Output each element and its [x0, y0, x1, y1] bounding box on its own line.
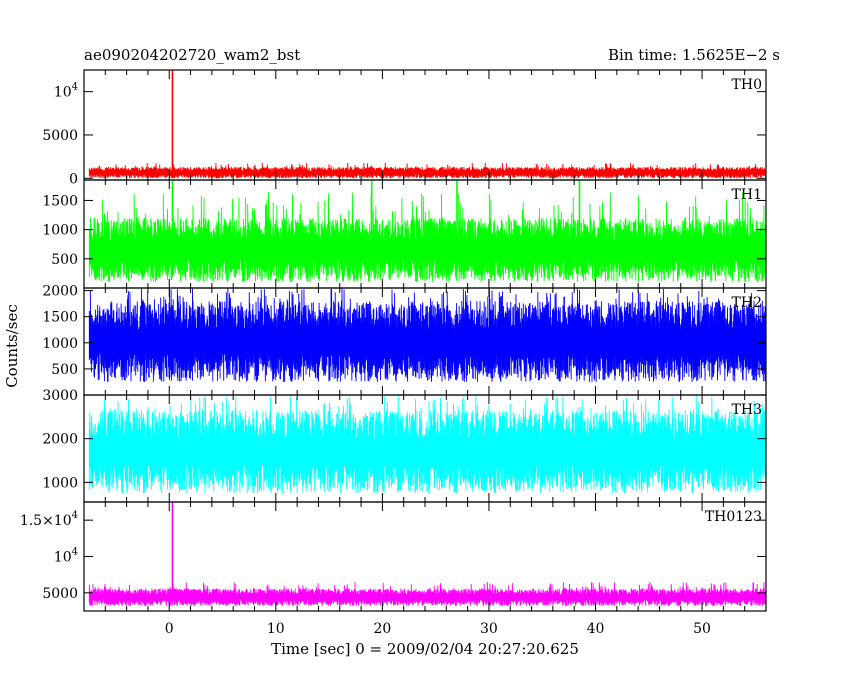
x-axis-label: Time [sec] 0 = 2009/02/04 20:27:20.625	[271, 640, 579, 658]
y-tick-label: 0	[69, 171, 78, 187]
y-axis-label: Counts/sec	[3, 304, 21, 388]
panel-th3: 1000 2000 3000 TH3	[42, 388, 767, 503]
series-line-th3	[88, 395, 766, 494]
panel-th2: 500 1000 1500 2000 TH2	[42, 284, 767, 396]
y-tick-label: 104	[54, 82, 78, 101]
x-tick-label: 10	[267, 621, 285, 637]
panel-th1: 500 1000 1500 TH1	[42, 179, 767, 289]
y-tick-label: 2000	[42, 432, 78, 448]
panel-label-th3: TH3	[732, 402, 762, 418]
y-tick-label: 1000	[42, 336, 78, 352]
panel-label-th2: TH2	[732, 295, 762, 311]
series-line-th0	[88, 162, 766, 179]
panel-th0123: 5000 104 1.5×104 TH0123	[20, 501, 767, 612]
y-tick-label: 1.5×104	[20, 510, 78, 529]
y-tick-label: 1000	[42, 475, 78, 491]
chart-title: ae090204202720_wam2_bst	[84, 46, 300, 64]
y-tick-label: 1500	[42, 193, 78, 209]
panel-label-th0: TH0	[732, 77, 762, 93]
series-line-th0123	[88, 581, 766, 606]
y-tick-label: 3000	[42, 388, 78, 404]
y-tick-label: 1000	[42, 223, 78, 239]
y-tick-label: 2000	[42, 284, 78, 300]
series-line-th1	[88, 191, 766, 283]
panel-frame	[83, 69, 767, 181]
y-tick-label: 500	[51, 252, 78, 268]
y-tick-label: 1500	[42, 310, 78, 326]
series-line-th2	[88, 288, 766, 382]
x-tick-label: 50	[693, 621, 711, 637]
x-tick-label: 30	[480, 621, 498, 637]
panel-label-th1: TH1	[732, 187, 762, 203]
y-tick-label: 5000	[42, 128, 78, 144]
y-tick-label: 104	[54, 547, 78, 566]
y-tick-label: 500	[51, 362, 78, 378]
x-tick-label: 40	[587, 621, 605, 637]
chart-subtitle: Bin time: 1.5625E−2 s	[608, 46, 780, 64]
x-tick-label: 20	[373, 621, 391, 637]
panel-label-th0123: TH0123	[705, 509, 762, 525]
x-tick-label: 0	[165, 621, 174, 637]
y-tick-label: 5000	[42, 586, 78, 602]
panel-th0: 0 5000 104 TH0	[42, 69, 767, 187]
